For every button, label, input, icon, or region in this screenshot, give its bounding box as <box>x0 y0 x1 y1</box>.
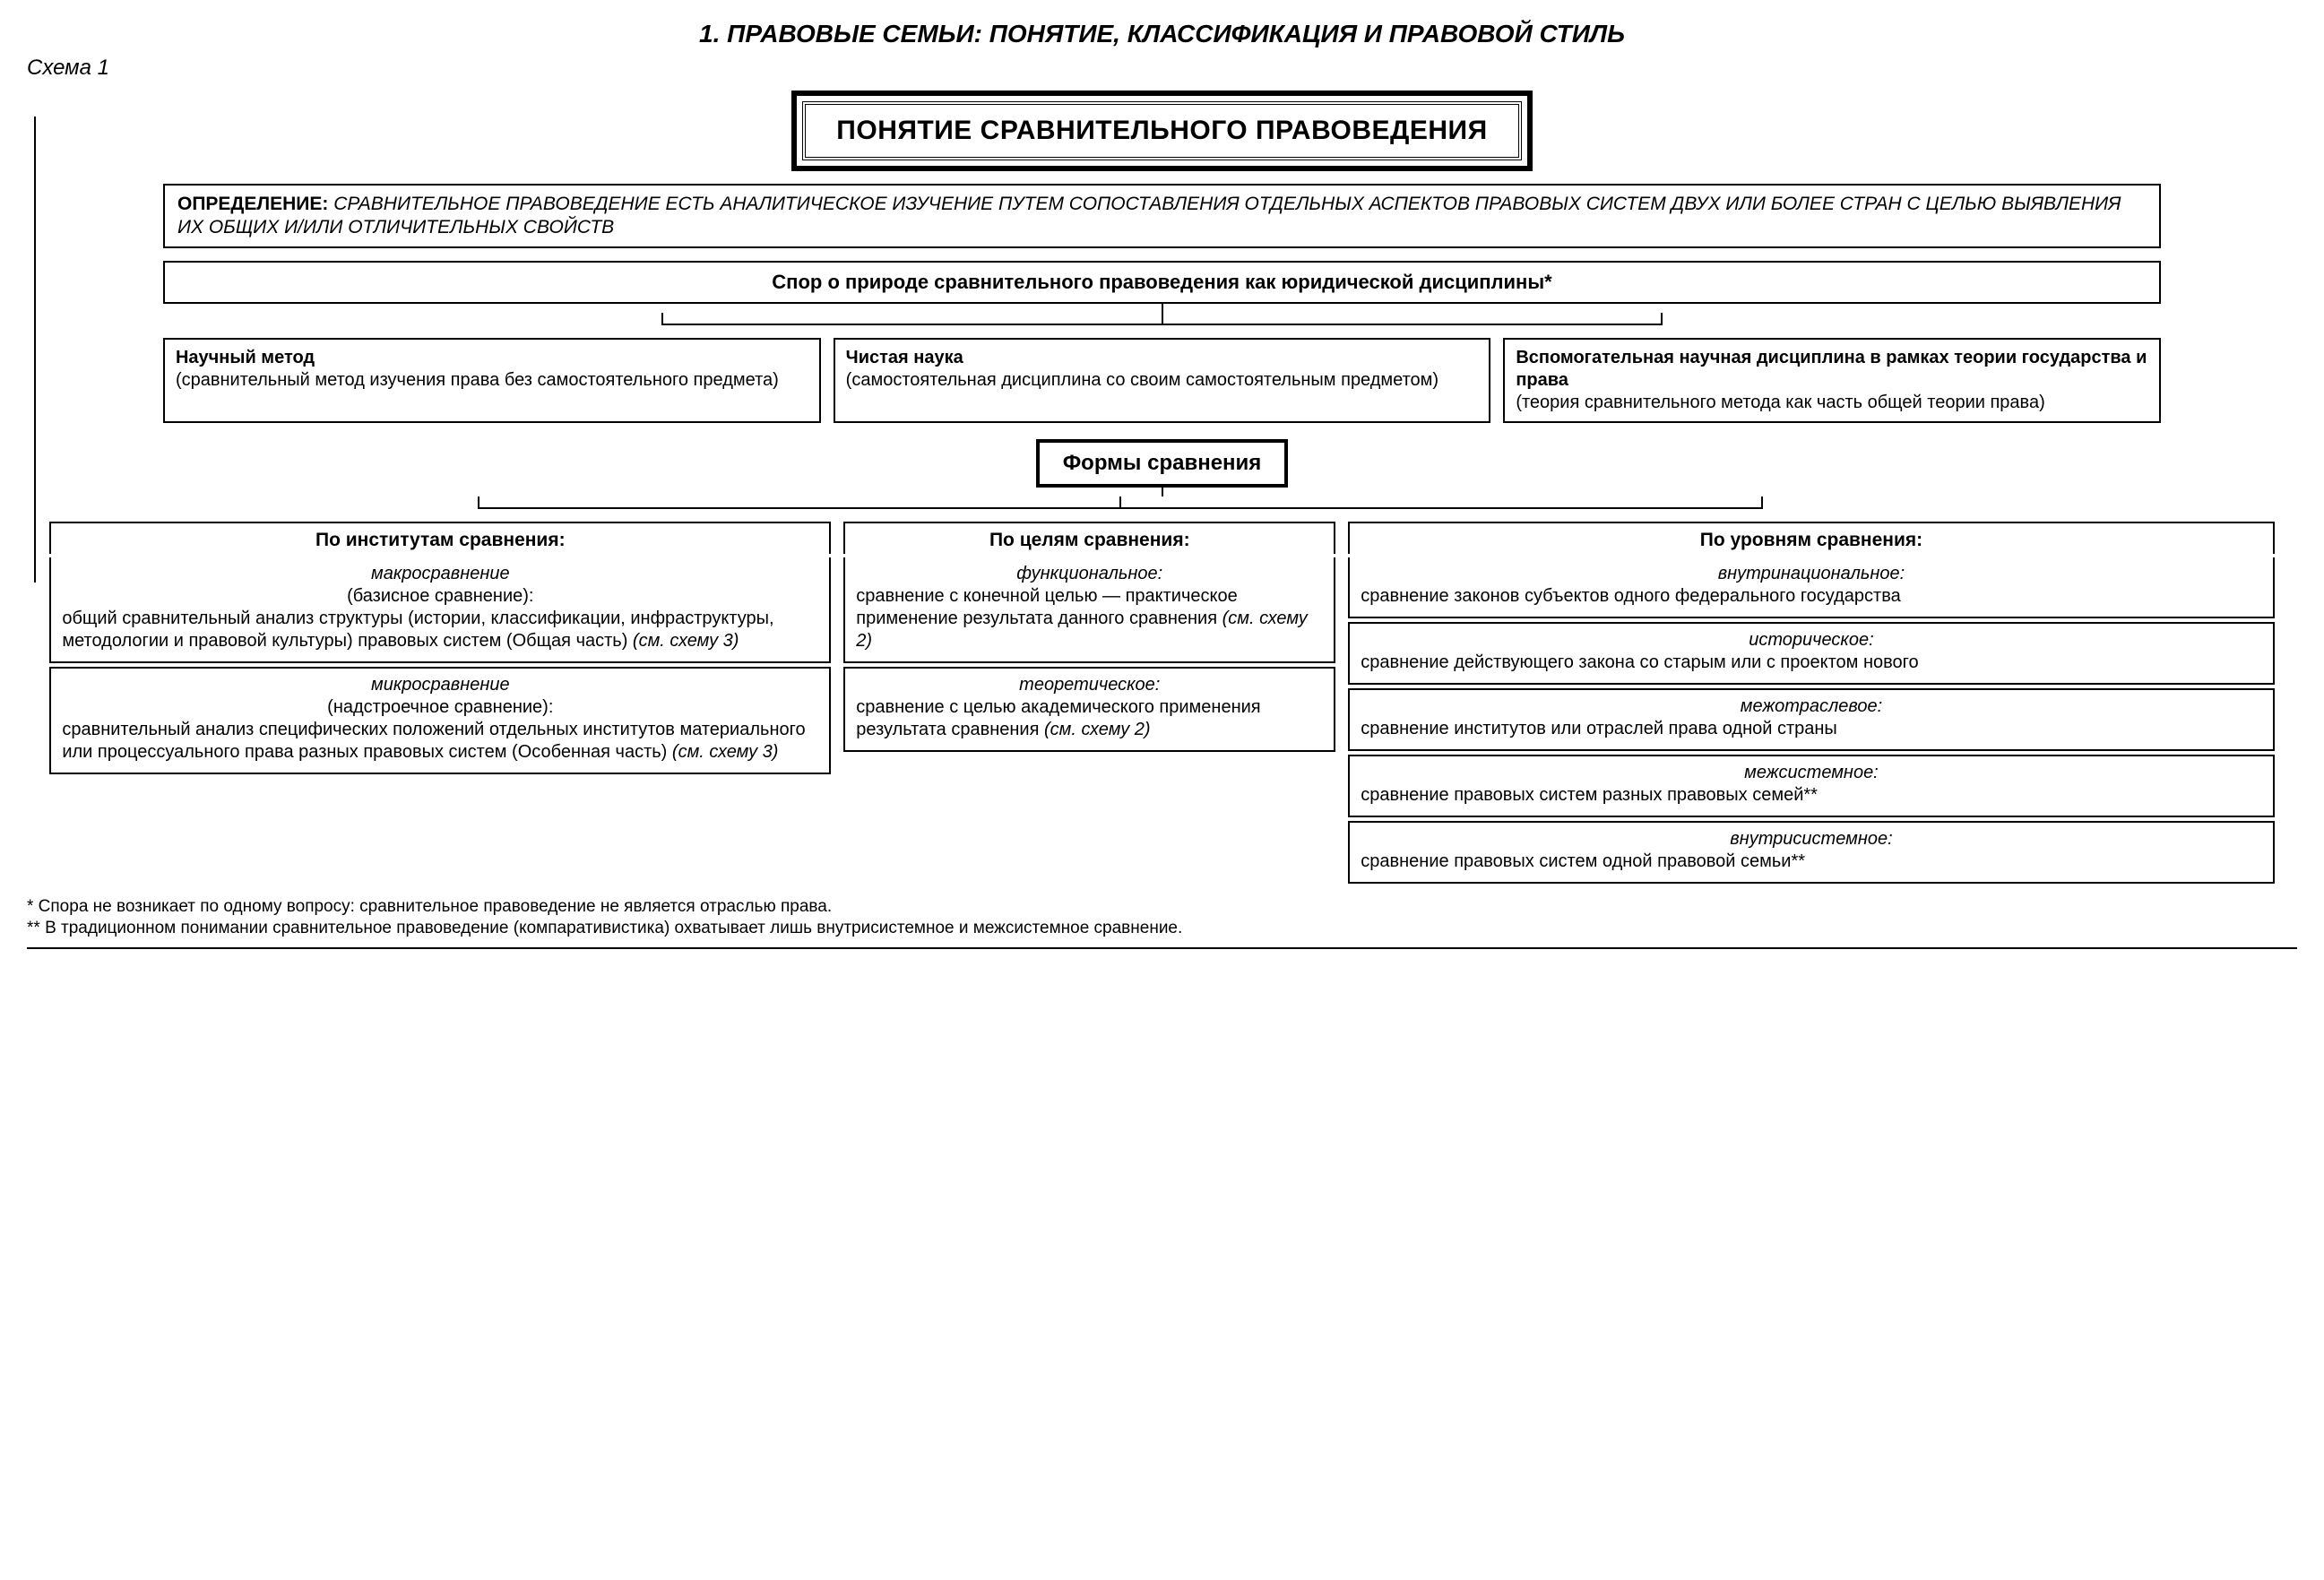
cell-body: сравнение законов субъектов одного федер… <box>1361 586 1900 606</box>
cell-ref: (см. схему 3) <box>633 631 739 651</box>
cell-sub: внутринациональное: <box>1361 563 2261 585</box>
connector <box>1162 488 1163 496</box>
dispute-col-body: (самостоятельная дисциплина со своим сам… <box>846 370 1438 390</box>
definition-text: СРАВНИТЕЛЬНОЕ ПРАВОВЕДЕНИЕ ЕСТЬ АНАЛИТИЧ… <box>177 194 2121 237</box>
cell-intrasystem: внутрисистемное: сравнение правовых сист… <box>1348 821 2274 884</box>
connector <box>163 313 2161 325</box>
cell-paren: (надстроечное сравнение): <box>62 696 818 719</box>
connector <box>49 496 2274 509</box>
cell-ref: (см. схему 2) <box>1044 720 1151 739</box>
forms-col-institutes: По институтам сравнения: макросравнение … <box>49 522 831 884</box>
dispute-columns: Научный метод (сравнительный метод изуче… <box>163 338 2161 423</box>
connector-rail <box>34 117 36 583</box>
cell-macro: макросравнение (базисное сравнение): общ… <box>49 557 831 663</box>
cell-body: сравнение действующего закона со старым … <box>1361 652 1918 672</box>
dispute-col-body: (теория сравнительного метода как часть … <box>1516 393 2044 412</box>
cell-ref: (см. схему 3) <box>672 742 779 762</box>
cell-paren: (базисное сравнение): <box>62 585 818 608</box>
cell-micro: микросравнение (надстроечное сравнение):… <box>49 667 831 774</box>
definition-box: ОПРЕДЕЛЕНИЕ: СРАВНИТЕЛЬНОЕ ПРАВОВЕДЕНИЕ … <box>163 184 2161 249</box>
dispute-col-head: Научный метод <box>176 347 808 369</box>
cell-sub: межотраслевое: <box>1361 695 2261 718</box>
cell-functional: функциональное: сравнение с конечной цел… <box>843 557 1335 663</box>
cell-sub: теоретическое: <box>856 674 1323 696</box>
dispute-title: Спор о природе сравнительного правоведен… <box>163 261 2161 304</box>
cell-sub: макросравнение <box>62 563 818 585</box>
dispute-col-head: Вспомогательная научная дисциплина в рам… <box>1516 347 2148 392</box>
footnotes: * Спора не возникает по одному вопросу: … <box>27 896 2297 950</box>
forms-col-head: По целям сравнения: <box>843 522 1335 554</box>
cell-body: сравнение институтов или отраслей права … <box>1361 719 1837 738</box>
cell-theoretical: теоретическое: сравнение с целью академи… <box>843 667 1335 752</box>
forms-col-goals: По целям сравнения: функциональное: срав… <box>843 522 1335 884</box>
dispute-col-method: Научный метод (сравнительный метод изуче… <box>163 338 821 423</box>
forms-col-head: По уровням сравнения: <box>1348 522 2274 554</box>
cell-body: сравнение с конечной целью — практическо… <box>856 586 1237 628</box>
cell-sub: историческое: <box>1361 629 2261 652</box>
forms-title: Формы сравнения <box>1036 439 1289 488</box>
dispute-col-head: Чистая наука <box>846 347 1479 369</box>
footnote-1: * Спора не возникает по одному вопросу: … <box>27 896 2297 918</box>
main-title: ПОНЯТИЕ СРАВНИТЕЛЬНОГО ПРАВОВЕДЕНИЯ <box>802 101 1521 160</box>
cell-body: сравнение правовых систем разных правовы… <box>1361 785 1818 805</box>
cell-body: сравнение правовых систем одной правовой… <box>1361 851 1805 871</box>
dispute-col-body: (сравнительный метод изучения права без … <box>176 370 779 390</box>
cell-sub: внутрисистемное: <box>1361 828 2261 850</box>
dispute-col-science: Чистая наука (самостоятельная дисциплина… <box>834 338 1491 423</box>
cell-historical: историческое: сравнение действующего зак… <box>1348 622 2274 685</box>
connector <box>1162 304 1163 313</box>
forms-col-levels: По уровням сравнения: внутринациональное… <box>1348 522 2274 884</box>
chapter-title: 1. ПРАВОВЫЕ СЕМЬИ: ПОНЯТИЕ, КЛАССИФИКАЦИ… <box>27 18 2297 49</box>
main-title-box: ПОНЯТИЕ СРАВНИТЕЛЬНОГО ПРАВОВЕДЕНИЯ <box>791 91 1532 171</box>
diagram-page: 1. ПРАВОВЫЕ СЕМЬИ: ПОНЯТИЕ, КЛАССИФИКАЦИ… <box>27 18 2297 949</box>
cell-interbranch: межотраслевое: сравнение институтов или … <box>1348 688 2274 751</box>
cell-sub: микросравнение <box>62 674 818 696</box>
footnote-2: ** В традиционном понимании сравнительно… <box>27 918 2297 939</box>
cell-intersystem: межсистемное: сравнение правовых систем … <box>1348 755 2274 817</box>
dispute-col-aux: Вспомогательная научная дисциплина в рам… <box>1503 338 2161 423</box>
forms-grid: По институтам сравнения: макросравнение … <box>49 522 2274 884</box>
scheme-label: Схема 1 <box>27 55 2297 82</box>
cell-intranational: внутринациональное: сравнение законов су… <box>1348 557 2274 618</box>
forms-col-head: По институтам сравнения: <box>49 522 831 554</box>
definition-label: ОПРЕДЕЛЕНИЕ: <box>177 194 328 214</box>
cell-sub: межсистемное: <box>1361 762 2261 784</box>
cell-sub: функциональное: <box>856 563 1323 585</box>
